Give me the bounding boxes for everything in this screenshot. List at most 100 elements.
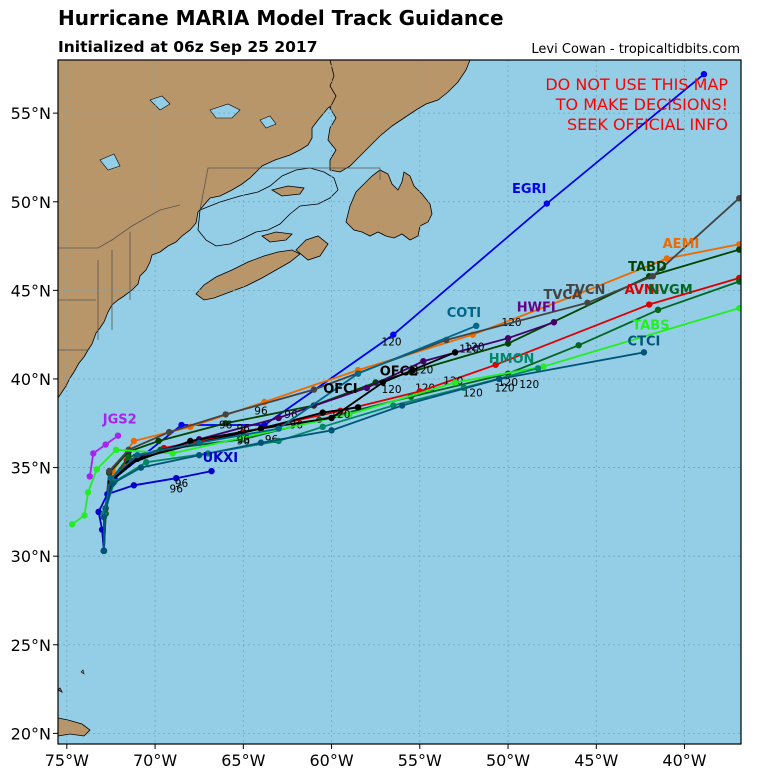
- graticule: [58, 60, 741, 744]
- plot-frame: [57, 59, 742, 745]
- track-point: [90, 450, 97, 457]
- forecast-hour-label: 120: [382, 384, 402, 396]
- track-point: [165, 428, 173, 436]
- track-point: [130, 437, 138, 445]
- track-label-coti: COTI: [447, 306, 481, 321]
- forecast-hour-label: 96: [237, 434, 251, 446]
- bermuda-island: [80, 669, 85, 675]
- warning-box: DO NOT USE THIS MAP TO MAKE DECISIONS! S…: [545, 75, 728, 134]
- track-point: [543, 200, 551, 207]
- track-point: [137, 464, 145, 471]
- province-border: [58, 167, 381, 351]
- track-jgs2: [86, 432, 122, 480]
- track-point: [114, 432, 122, 439]
- track-point: [105, 467, 113, 475]
- tick-label-lon: 50°W: [486, 751, 530, 768]
- track-point: [208, 467, 215, 475]
- track-point: [736, 278, 741, 285]
- track-line: [103, 351, 645, 551]
- track-label-hmon: HMON: [489, 352, 535, 367]
- track-point: [354, 370, 362, 377]
- track-ctci: 120: [100, 349, 648, 555]
- warning-line-1: DO NOT USE THIS MAP: [545, 75, 728, 94]
- track-point: [398, 402, 406, 409]
- track-point: [257, 439, 265, 446]
- track-point: [95, 508, 102, 516]
- track-point: [195, 451, 203, 459]
- track-point: [346, 411, 353, 418]
- forecast-hour-label: 120: [463, 388, 483, 400]
- tick-label-lon: 70°W: [133, 751, 177, 768]
- track-point: [100, 513, 108, 521]
- track-point: [736, 195, 741, 202]
- tick-label-lat: 45°N: [11, 281, 51, 300]
- track-point: [187, 437, 194, 445]
- track-tabs: 120: [68, 304, 741, 528]
- track-point: [100, 547, 108, 555]
- tick-label-lat: 35°N: [11, 459, 51, 478]
- track-point: [736, 241, 741, 248]
- tick-label-lat: 55°N: [11, 104, 51, 123]
- track-point: [328, 414, 335, 422]
- forecast-hour-label: 120: [464, 342, 484, 354]
- track-point: [257, 425, 265, 432]
- tick-label-lat: 25°N: [11, 636, 51, 655]
- cape-breton: [295, 235, 329, 261]
- track-point: [584, 299, 591, 306]
- track-point: [534, 365, 542, 372]
- us-east-coast: [58, 60, 393, 399]
- caribbean-island: [58, 717, 91, 737]
- track-point: [222, 420, 229, 427]
- warning-line-3: SEEK OFFICIAL INFO: [567, 115, 728, 134]
- track-point: [102, 441, 109, 448]
- forecast-hour-label: 120: [330, 409, 350, 421]
- track-point: [134, 451, 141, 459]
- tick-label-lat: 20°N: [11, 724, 51, 743]
- tick-label-lon: 75°W: [45, 751, 89, 768]
- prince-edward-island: [261, 231, 293, 243]
- track-point: [169, 450, 176, 457]
- track-line: [88, 434, 119, 477]
- track-point: [130, 482, 138, 489]
- track-label-jgs2: JGS2: [102, 412, 137, 427]
- forecast-hour-label: 96: [254, 405, 268, 417]
- credit-text: Levi Cowan - tropicaltidbits.com: [531, 42, 740, 57]
- track-point: [68, 521, 76, 528]
- track-point: [113, 446, 120, 454]
- track-point: [473, 322, 480, 330]
- forecast-hour-label: 96: [175, 478, 189, 490]
- chart-subtitle: Initialized at 06z Sep 25 2017: [58, 38, 318, 56]
- lake: [259, 115, 277, 129]
- tick-label-lat: 50°N: [11, 193, 51, 212]
- track-label-egri: EGRI: [512, 182, 546, 197]
- track-label-tvca: TVCA: [543, 288, 582, 303]
- track-point: [354, 404, 362, 411]
- track-point: [420, 358, 427, 365]
- track-point: [125, 453, 132, 461]
- track-point: [84, 489, 92, 496]
- track-point: [310, 386, 318, 393]
- tick-label-lon: 40°W: [662, 751, 706, 768]
- newfoundland: [345, 169, 433, 241]
- track-label-hwfi: HWFI: [517, 301, 556, 316]
- track-point: [275, 425, 282, 432]
- track-point: [736, 304, 741, 312]
- track-point: [222, 411, 229, 418]
- track-point: [649, 272, 656, 280]
- track-point: [178, 421, 185, 429]
- track-label-ukxi: UKXI: [203, 451, 239, 466]
- tick-label-lon: 45°W: [574, 751, 618, 768]
- track-point: [700, 70, 708, 78]
- track-point: [504, 335, 512, 342]
- nova-scotia: [195, 249, 301, 301]
- track-point: [575, 342, 582, 349]
- track-point: [640, 349, 648, 356]
- forecast-hour-label: 96: [219, 420, 233, 432]
- track-label-tabd: TABD: [628, 260, 667, 275]
- labrador-coast: [327, 60, 471, 173]
- track-point: [540, 363, 547, 370]
- track-point: [646, 301, 653, 308]
- chart-title: Hurricane MARIA Model Track Guidance: [58, 6, 504, 30]
- track-label-nvgm: NVGM: [648, 283, 693, 298]
